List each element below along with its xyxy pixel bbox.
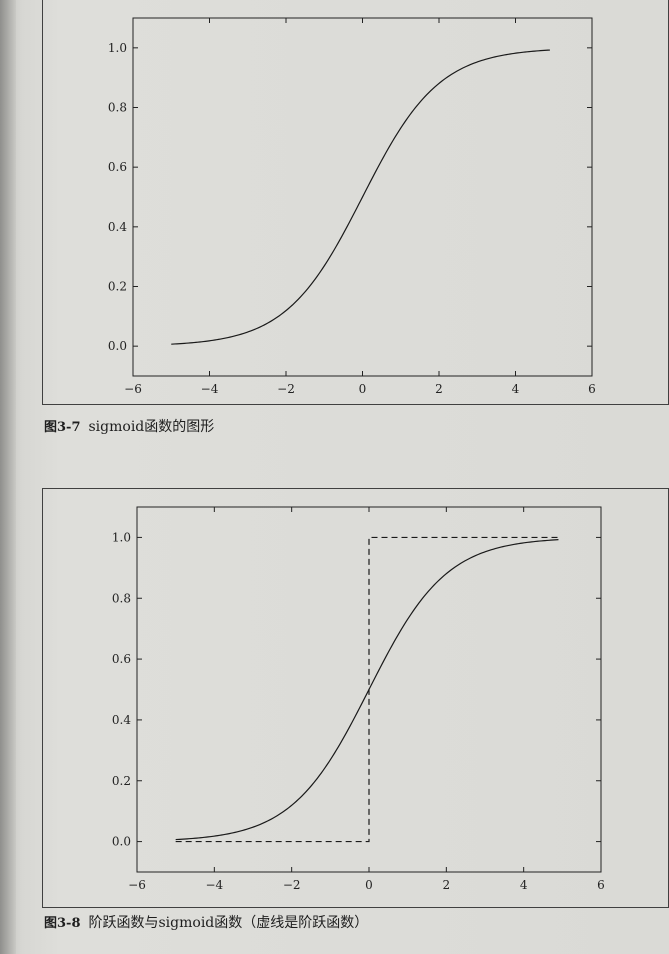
chart1-xtick-label: 0 xyxy=(359,382,367,396)
chart2-series-step-line xyxy=(175,536,559,843)
chart2-xtick-label: −4 xyxy=(205,878,223,892)
chart2-ytick-label: 0.0 xyxy=(112,835,131,849)
chart1-xtick-label: −4 xyxy=(201,382,219,396)
caption-number: 图3-8 xyxy=(44,916,81,931)
chart2-ytick-label: 0.8 xyxy=(112,591,131,605)
caption-number: 图3-7 xyxy=(44,420,81,435)
chart2-ytick-label: 0.2 xyxy=(112,774,131,788)
chart1-xtick-label: −6 xyxy=(124,382,142,396)
chart2-series-sigmoid-line xyxy=(175,539,559,841)
chart1-xtick-label: 2 xyxy=(435,382,443,396)
chart1-ytick-label: 0.4 xyxy=(108,220,127,234)
chart2-xtick-label: −6 xyxy=(128,878,146,892)
chart2-ytick-label: 0.4 xyxy=(112,713,131,727)
chart1-ytick-label: 1.0 xyxy=(108,41,127,55)
chart2-xtick-label: 6 xyxy=(597,878,605,892)
chart1-ytick-label: 0.2 xyxy=(108,280,127,294)
figure-3-7-caption: 图3-7 sigmoid函数的图形 xyxy=(44,416,214,436)
figure-3-8-caption: 图3-8 阶跃函数与sigmoid函数（虚线是阶跃函数） xyxy=(44,912,368,932)
chart1-xtick-label: −2 xyxy=(277,382,295,396)
caption-text: 阶跃函数与sigmoid函数（虚线是阶跃函数） xyxy=(88,915,369,931)
caption-text: sigmoid函数的图形 xyxy=(88,419,215,435)
chart1-ytick-label: 0.6 xyxy=(108,160,127,174)
chart1-xtick-label: 4 xyxy=(512,382,520,396)
chart2-xtick-label: 2 xyxy=(443,878,451,892)
chart2-ytick-label: 0.6 xyxy=(112,652,131,666)
book-spine-shadow xyxy=(0,0,16,954)
chart1-series-sigmoid-line xyxy=(171,49,550,345)
chart2-xtick-label: 0 xyxy=(365,878,373,892)
chart1-xtick-label: 6 xyxy=(588,382,596,396)
chart1-ytick-label: 0.0 xyxy=(108,339,127,353)
chart1-ytick-label: 0.8 xyxy=(108,101,127,115)
chart2-ytick-label: 1.0 xyxy=(112,530,131,544)
chart2-xtick-label: −2 xyxy=(283,878,301,892)
chart2-xtick-label: 4 xyxy=(520,878,528,892)
